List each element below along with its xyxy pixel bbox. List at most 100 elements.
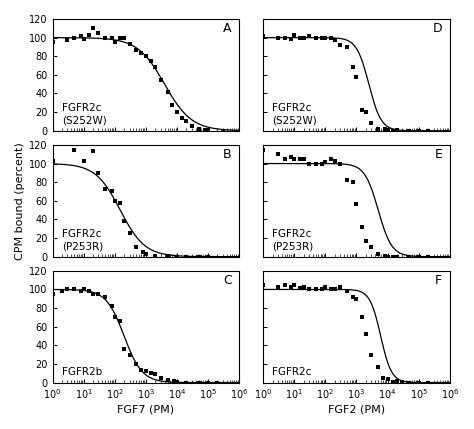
Point xyxy=(95,291,102,298)
Point xyxy=(350,179,357,186)
Point xyxy=(337,42,344,48)
Point xyxy=(120,34,128,41)
Point xyxy=(381,252,388,259)
Point xyxy=(101,34,109,41)
Point xyxy=(77,32,84,39)
Point xyxy=(259,146,267,153)
Point xyxy=(111,197,118,204)
Point xyxy=(142,251,150,257)
Point xyxy=(353,295,360,302)
Point xyxy=(312,286,320,293)
Point xyxy=(384,253,392,260)
Point xyxy=(393,253,401,260)
Point xyxy=(49,291,56,298)
Text: F: F xyxy=(435,274,442,287)
Point xyxy=(327,286,335,293)
Point xyxy=(393,127,401,133)
Point xyxy=(80,286,87,293)
Point xyxy=(291,281,298,288)
Point xyxy=(327,34,335,41)
Point xyxy=(319,160,326,167)
Point xyxy=(337,283,344,290)
Point xyxy=(321,34,329,41)
Point xyxy=(367,244,375,251)
Point xyxy=(64,37,71,44)
Point xyxy=(214,379,221,386)
Point xyxy=(274,34,282,41)
Point xyxy=(259,32,267,39)
Point xyxy=(139,248,146,255)
Point xyxy=(362,109,370,115)
Point xyxy=(182,253,190,260)
Point xyxy=(321,283,329,290)
Point xyxy=(71,146,78,153)
Point xyxy=(195,253,202,260)
Point xyxy=(343,177,351,184)
Point xyxy=(367,351,375,358)
Point xyxy=(319,286,326,293)
Point xyxy=(296,155,303,162)
Point xyxy=(173,378,181,385)
Point xyxy=(379,375,387,381)
Text: C: C xyxy=(223,274,232,287)
Point xyxy=(151,252,159,259)
Point xyxy=(353,73,360,80)
Point xyxy=(287,154,295,160)
Point xyxy=(117,199,124,206)
Point xyxy=(195,379,202,386)
Point xyxy=(120,346,128,353)
Point xyxy=(49,39,56,46)
Point xyxy=(147,57,155,64)
Point xyxy=(343,288,351,295)
Point xyxy=(358,224,366,230)
Point xyxy=(151,371,159,378)
Point xyxy=(182,379,190,386)
Point xyxy=(204,127,212,134)
X-axis label: FGF7 (PM): FGF7 (PM) xyxy=(117,404,174,414)
Text: FGFR2c: FGFR2c xyxy=(273,367,312,377)
Point xyxy=(381,125,388,132)
Point xyxy=(415,253,422,260)
Point xyxy=(331,286,338,293)
Point xyxy=(343,43,351,50)
Point xyxy=(195,125,202,132)
Point xyxy=(64,286,71,293)
Point xyxy=(173,109,181,115)
Point xyxy=(49,157,56,164)
Point xyxy=(319,34,326,41)
Point xyxy=(362,331,370,338)
Point xyxy=(300,34,308,41)
Point xyxy=(137,50,145,57)
Point xyxy=(117,34,124,41)
Text: FGFR2c
(P253R): FGFR2c (P253R) xyxy=(62,229,103,251)
Point xyxy=(287,283,295,290)
Point xyxy=(406,253,413,260)
Point xyxy=(142,53,150,60)
Point xyxy=(291,31,298,38)
Point xyxy=(305,160,313,167)
Point xyxy=(415,379,422,386)
Point xyxy=(201,127,209,133)
Point xyxy=(108,188,116,195)
Point xyxy=(188,123,196,130)
Point xyxy=(291,155,298,162)
Point xyxy=(287,36,295,43)
Point xyxy=(281,281,289,288)
Point xyxy=(374,125,382,132)
Point xyxy=(80,36,87,43)
Text: FGFR2b: FGFR2b xyxy=(62,367,102,377)
Point xyxy=(182,118,190,125)
Text: FGFR2c
(S252W): FGFR2c (S252W) xyxy=(273,103,317,125)
Point xyxy=(274,283,282,290)
Point xyxy=(389,378,397,385)
Point xyxy=(164,88,172,95)
Point xyxy=(108,34,116,41)
Point xyxy=(393,377,401,384)
Text: FGFR2c
(P253R): FGFR2c (P253R) xyxy=(273,229,314,251)
Point xyxy=(296,284,303,291)
Point xyxy=(389,127,397,134)
Point xyxy=(331,157,338,164)
Point xyxy=(424,127,432,134)
Point xyxy=(305,32,313,39)
Point xyxy=(133,244,140,251)
